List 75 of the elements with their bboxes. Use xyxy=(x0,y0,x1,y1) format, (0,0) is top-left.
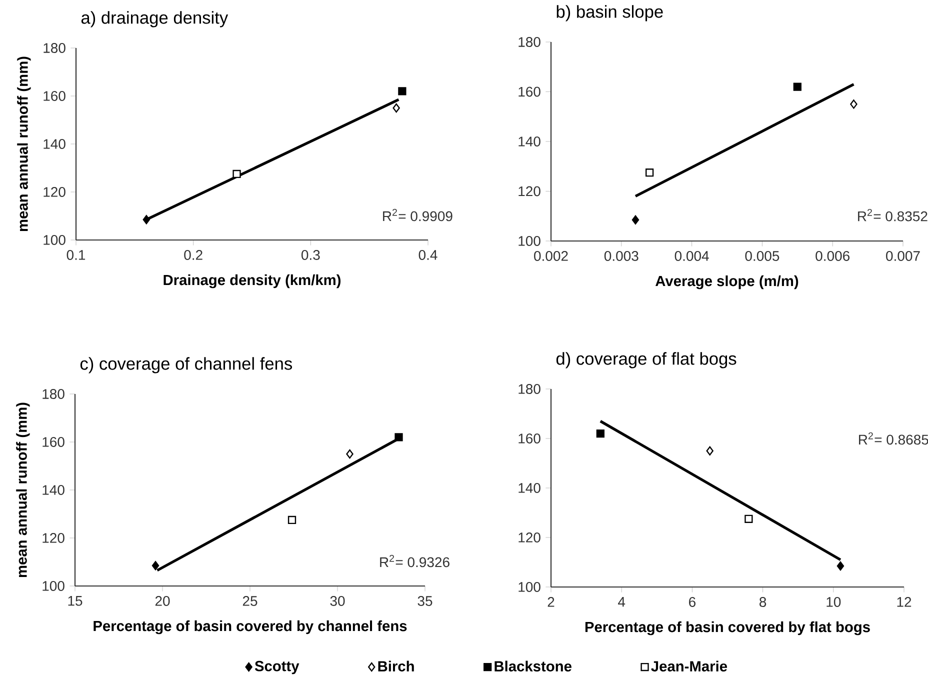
point xyxy=(596,429,604,438)
point xyxy=(392,103,400,113)
point xyxy=(632,215,640,224)
chart-title: d) coverage of flat bogs xyxy=(556,352,736,368)
x-tick-label: 0.3 xyxy=(301,250,320,260)
y-tick-label: 100 xyxy=(518,236,540,246)
legend-label: Blackstone xyxy=(494,660,572,672)
x-tick-label: 15 xyxy=(68,596,82,606)
annotation: R$^{2}$= 0.8352 xyxy=(858,208,928,222)
x-axis-title: Average slope (m/m) xyxy=(656,275,798,290)
y-tick-label: 160 xyxy=(44,91,66,101)
x-axis-title: Percentage of basin covered by channel fens xyxy=(94,620,407,634)
y-tick-label: 140 xyxy=(518,483,540,493)
y-axis-title: mean annual runoff (mm) xyxy=(16,402,30,578)
x-tick-label: 0.004 xyxy=(674,251,709,261)
x-tick-label: 0.1 xyxy=(66,250,86,260)
y-tick-label: 100 xyxy=(44,235,66,245)
y-tick-label: 100 xyxy=(42,581,64,591)
x-tick-label: 0.4 xyxy=(418,250,438,260)
x-tick-label: 2 xyxy=(548,597,554,607)
y-tick-label: 180 xyxy=(42,389,64,399)
y-tick-label: 140 xyxy=(518,136,540,146)
x-tick-label: 0.002 xyxy=(534,251,568,261)
x-tick-label: 0.005 xyxy=(745,251,780,261)
chart-title: c) coverage of channel fens xyxy=(80,357,292,374)
y-tick-label: 180 xyxy=(518,384,540,394)
point xyxy=(346,449,354,459)
y-tick-label: 140 xyxy=(42,485,64,495)
x-tick-label: 4 xyxy=(618,597,626,607)
y-tick-label: 120 xyxy=(42,533,64,543)
legend-label: Jean-Marie xyxy=(651,660,728,672)
point xyxy=(152,560,160,570)
y-tick-label: 180 xyxy=(518,37,540,47)
point xyxy=(793,82,802,91)
point xyxy=(646,168,654,177)
legend-label: Scotty xyxy=(254,660,300,674)
legend-label: Birch xyxy=(378,660,414,672)
y-tick-label: 100 xyxy=(518,582,540,592)
x-tick-label: 6 xyxy=(689,597,696,607)
point xyxy=(398,87,406,96)
point xyxy=(850,100,858,109)
y-tick-label: 160 xyxy=(518,434,540,444)
annotation: R$^{2}$= 0.8685 xyxy=(859,432,928,445)
y-axis-title: mean annual runoff (mm) xyxy=(17,56,31,232)
x-tick-label: 35 xyxy=(418,596,432,606)
chart-title: a) drainage density xyxy=(81,11,228,28)
x-tick-label: 12 xyxy=(897,597,912,607)
x-axis-title: Drainage density (km/km) xyxy=(164,274,341,288)
x-axis-title: Percentage of basin covered by flat bogs xyxy=(585,621,870,636)
y-tick-label: 120 xyxy=(518,186,540,196)
x-tick-label: 25 xyxy=(242,596,258,606)
x-tick-label: 0.2 xyxy=(184,250,202,260)
y-tick-label: 120 xyxy=(518,532,540,542)
point xyxy=(706,446,714,456)
chart-title: b) basin slope xyxy=(556,5,663,22)
y-tick-label: 160 xyxy=(518,86,540,97)
point xyxy=(288,516,296,524)
x-tick-label: 0.003 xyxy=(604,251,638,261)
x-tick-label: 0.007 xyxy=(886,251,920,261)
point xyxy=(232,170,241,178)
y-tick-label: 120 xyxy=(44,187,66,197)
x-tick-label: 30 xyxy=(330,596,345,606)
x-tick-label: 8 xyxy=(760,597,766,607)
annotation: R$^{2}$= 0.9909 xyxy=(383,208,452,222)
x-tick-label: 0.006 xyxy=(816,251,850,261)
x-tick-label: 10 xyxy=(826,597,841,607)
point xyxy=(836,561,844,571)
y-tick-label: 160 xyxy=(42,437,64,447)
y-tick-label: 140 xyxy=(44,139,66,149)
point xyxy=(744,514,753,523)
x-tick-label: 20 xyxy=(155,596,170,606)
point xyxy=(142,214,150,224)
point xyxy=(394,433,403,442)
y-tick-label: 180 xyxy=(44,43,66,53)
annotation: R$^{2}$= 0.9326 xyxy=(380,554,450,568)
